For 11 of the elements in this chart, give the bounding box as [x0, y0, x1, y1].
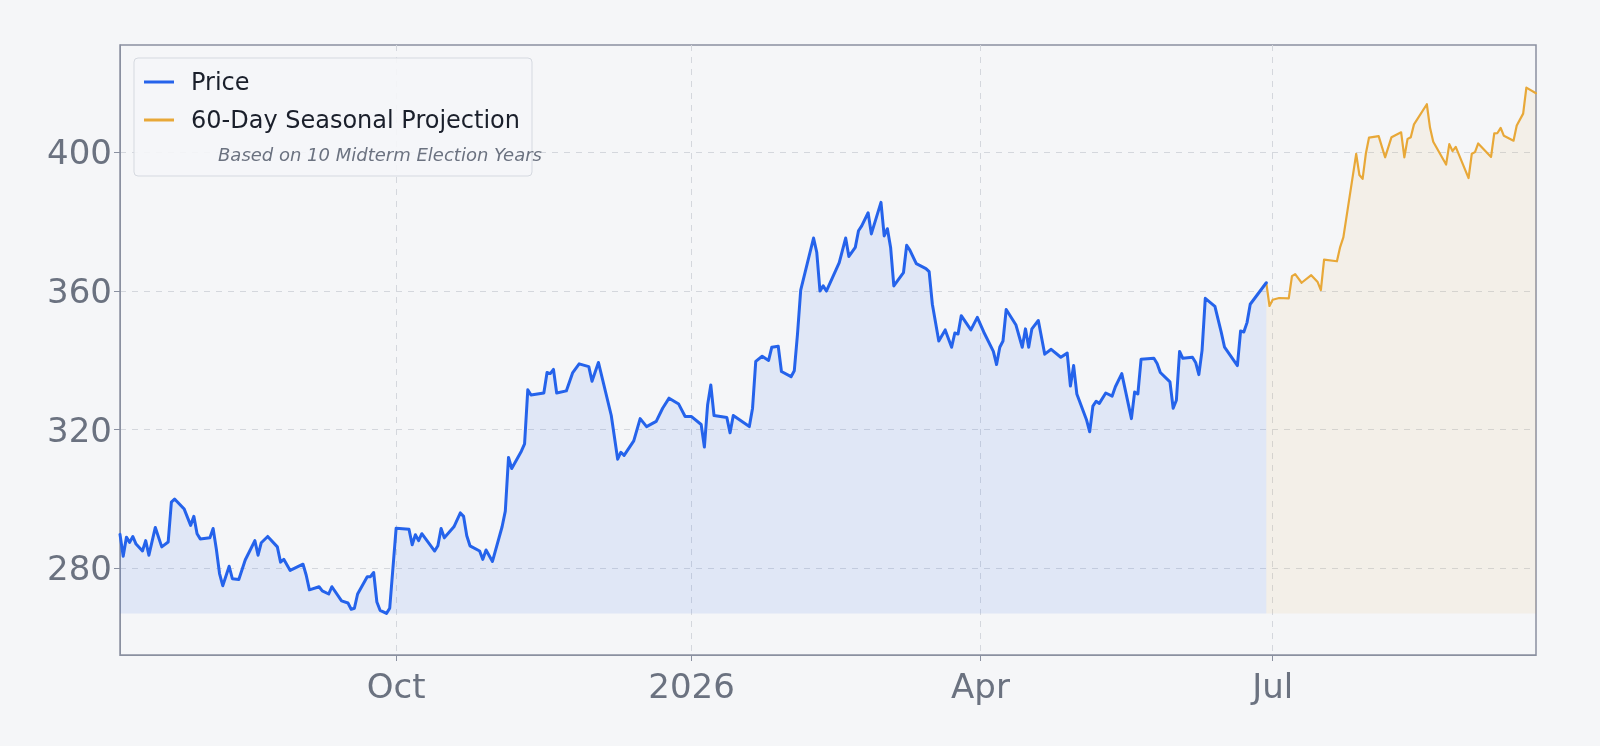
legend-label: Price: [191, 68, 250, 96]
x-tick-label: Apr: [951, 666, 1010, 706]
x-tick-label: Jul: [1250, 666, 1294, 706]
y-tick-label: 360: [47, 271, 112, 312]
x-tick-label: Oct: [366, 666, 426, 706]
annotation: Based on 10 Midterm Election Years: [218, 143, 542, 165]
x-tick-label: 2026: [648, 666, 735, 706]
legend-label: 60-Day Seasonal Projection: [191, 106, 521, 134]
y-tick-label: 320: [47, 409, 112, 450]
y-tick-label: 400: [47, 132, 112, 173]
y-tick-label: 280: [47, 548, 112, 589]
